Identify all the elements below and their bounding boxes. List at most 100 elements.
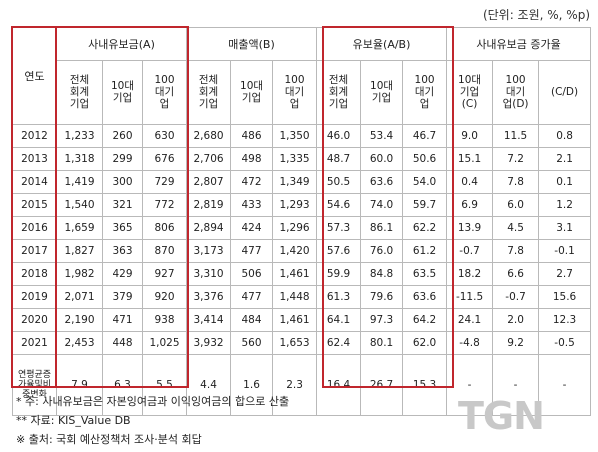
table-cell: 54.6 bbox=[316, 193, 362, 217]
table-cell: 50.6 bbox=[402, 147, 448, 171]
table-cell: 60.0 bbox=[360, 147, 404, 171]
table-cell: 1.2 bbox=[538, 193, 592, 217]
table-row: 2015 1,540 321 772 2,819 433 1,293 54.6 74.0 59.7… bbox=[12, 193, 592, 217]
subheader-top10: 10대기업 bbox=[110, 80, 135, 104]
table-cell: 59.7 bbox=[402, 193, 448, 217]
table-cell: 7.8 bbox=[492, 239, 540, 263]
summary-cell: 2.3 bbox=[272, 354, 318, 416]
table-cell: 363 bbox=[102, 239, 143, 263]
table-cell: 15.1 bbox=[446, 147, 494, 171]
table-cell: 7.2 bbox=[492, 147, 540, 171]
table-row: 2021 2,453 448 1,025 3,932 560 1,653 62.4 80.1 62… bbox=[12, 331, 592, 355]
table-cell: -0.7 bbox=[492, 285, 540, 309]
subheader-total: 전체회계기업 bbox=[328, 74, 349, 110]
summary-cell: - bbox=[492, 354, 540, 416]
table-cell: 54.0 bbox=[402, 170, 448, 194]
table-cell: 1,233 bbox=[56, 124, 103, 148]
retained-earnings-table: 연도 사내유보금(A) 매출액(B) 유보율(A/B) 사내유보금 증가율 전체… bbox=[12, 27, 592, 416]
subheader-top10: 10대기업 bbox=[370, 80, 394, 104]
table-cell: 486 bbox=[230, 124, 274, 148]
table-row: 2013 1,318 299 676 2,706 498 1,335 48.7 60.0 50.6… bbox=[12, 147, 592, 171]
table-cell: 76.0 bbox=[360, 239, 404, 263]
summary-cell: 1.6 bbox=[230, 354, 274, 416]
table-row: 2016 1,659 365 806 2,894 424 1,296 57.3 86.1 62.2… bbox=[12, 216, 592, 240]
table-row: 2012 1,233 260 630 2,680 486 1,350 46.0 53.4 46.7… bbox=[12, 124, 592, 148]
header-row-groups: 연도 사내유보금(A) 매출액(B) 유보율(A/B) 사내유보금 증가율 bbox=[12, 27, 592, 125]
table-cell: -0.7 bbox=[446, 239, 494, 263]
table-cell: 1,540 bbox=[56, 193, 103, 217]
subheader-top100: 100대기업 bbox=[284, 74, 305, 110]
table-cell: 772 bbox=[141, 193, 188, 217]
summary-row: 연평균증가율및비중변화 7.9 6.3 5.5 4.4 1.6 2.3 16.4 26.7 15.… bbox=[12, 354, 592, 416]
table-cell: 2.1 bbox=[538, 147, 592, 171]
table-row: 2018 1,982 429 927 3,310 506 1,461 59.9 84.8 63.5… bbox=[12, 262, 592, 286]
table-cell: 2,453 bbox=[56, 331, 103, 355]
subheader-growth-top10: 10대기업(C) bbox=[458, 74, 482, 110]
table-cell: 477 bbox=[230, 239, 274, 263]
table-cell: 630 bbox=[141, 124, 188, 148]
table-cell: 477 bbox=[230, 285, 274, 309]
year-cell: 2013 bbox=[12, 147, 57, 171]
table-cell: 729 bbox=[141, 170, 188, 194]
table-row: 2020 2,190 471 938 3,414 484 1,461 64.1 97.3 64.2… bbox=[12, 308, 592, 332]
subheader-top100: 100대기업 bbox=[414, 74, 435, 110]
table-cell: 920 bbox=[141, 285, 188, 309]
table-cell: 938 bbox=[141, 308, 188, 332]
table-cell: 63.5 bbox=[402, 262, 448, 286]
table-cell: 61.2 bbox=[402, 239, 448, 263]
table-cell: 57.3 bbox=[316, 216, 362, 240]
unit-label: (단위: 조원, %, %p) bbox=[482, 8, 590, 22]
table-cell: 63.6 bbox=[402, 285, 448, 309]
year-cell: 2016 bbox=[12, 216, 57, 240]
table-cell: 6.9 bbox=[446, 193, 494, 217]
table-cell: 6.6 bbox=[492, 262, 540, 286]
footnote-3: ※ 출처: 국회 예산정책처 조사·분석 회답 bbox=[16, 433, 202, 446]
table-cell: 299 bbox=[102, 147, 143, 171]
table-cell: 13.9 bbox=[446, 216, 494, 240]
year-cell: 2017 bbox=[12, 239, 57, 263]
table-cell: 3.1 bbox=[538, 216, 592, 240]
year-cell: 2020 bbox=[12, 308, 57, 332]
table-cell: 0.4 bbox=[446, 170, 494, 194]
year-cell: 2012 bbox=[12, 124, 57, 148]
table-cell: 2,894 bbox=[186, 216, 232, 240]
table-row: 2019 2,071 379 920 3,376 477 1,448 61.3 79.6 63.6… bbox=[12, 285, 592, 309]
summary-cell: 15.3 bbox=[402, 354, 448, 416]
header-ratio: 유보율(A/B) bbox=[316, 27, 448, 61]
table-cell: 2,819 bbox=[186, 193, 232, 217]
table-cell: 429 bbox=[102, 262, 143, 286]
table-cell: 1,419 bbox=[56, 170, 103, 194]
table-cell: 1,461 bbox=[272, 262, 318, 286]
table-cell: 62.4 bbox=[316, 331, 362, 355]
table-cell: 7.8 bbox=[492, 170, 540, 194]
table-cell: 53.4 bbox=[360, 124, 404, 148]
table-cell: 3,173 bbox=[186, 239, 232, 263]
table-cell: 260 bbox=[102, 124, 143, 148]
table-cell: 927 bbox=[141, 262, 188, 286]
table-cell: 379 bbox=[102, 285, 143, 309]
table-cell: 1,293 bbox=[272, 193, 318, 217]
summary-cell: 26.7 bbox=[360, 354, 404, 416]
table-cell: 506 bbox=[230, 262, 274, 286]
table-cell: 1,420 bbox=[272, 239, 318, 263]
table-cell: 15.6 bbox=[538, 285, 592, 309]
table-cell: 2.7 bbox=[538, 262, 592, 286]
table-cell: 2,071 bbox=[56, 285, 103, 309]
year-cell: 2019 bbox=[12, 285, 57, 309]
tgn-watermark: TGN bbox=[458, 394, 545, 438]
table-cell: 48.7 bbox=[316, 147, 362, 171]
table-cell: 3,414 bbox=[186, 308, 232, 332]
table-cell: 806 bbox=[141, 216, 188, 240]
table-cell: 61.3 bbox=[316, 285, 362, 309]
table-cell: 433 bbox=[230, 193, 274, 217]
table-cell: 448 bbox=[102, 331, 143, 355]
summary-cell: 5.5 bbox=[141, 354, 188, 416]
table-cell: 1,982 bbox=[56, 262, 103, 286]
table-cell: 86.1 bbox=[360, 216, 404, 240]
footnotes: * 주: 사내유보금은 자본잉여금과 이익잉여금의 합으로 산출 ** 자료: … bbox=[16, 392, 289, 449]
table-cell: 1,448 bbox=[272, 285, 318, 309]
table-cell: 498 bbox=[230, 147, 274, 171]
table-cell: 46.0 bbox=[316, 124, 362, 148]
table-cell: 46.7 bbox=[402, 124, 448, 148]
subheader-total: 전체회계기업 bbox=[69, 74, 90, 110]
